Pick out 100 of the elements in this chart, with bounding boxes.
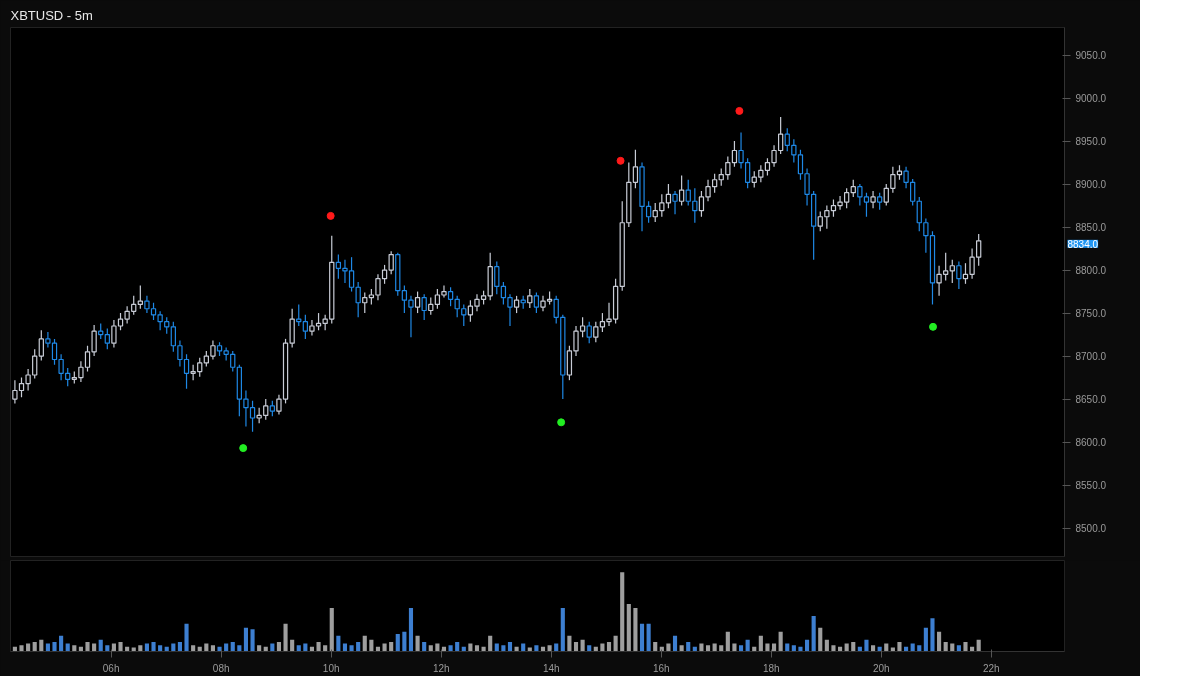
- bar: [402, 631, 407, 652]
- bar: [917, 645, 922, 652]
- bar: [620, 572, 625, 652]
- bar: [296, 645, 301, 652]
- bar: [679, 645, 684, 652]
- bar: [488, 635, 493, 652]
- bar: [639, 623, 645, 652]
- bar: [976, 639, 981, 652]
- bar: [362, 635, 367, 652]
- bar: [356, 642, 361, 652]
- bar: [705, 645, 711, 652]
- bar: [257, 645, 262, 652]
- bar: [686, 642, 691, 652]
- bar: [871, 645, 876, 652]
- bar: [606, 642, 612, 652]
- point: [616, 156, 625, 165]
- bar: [560, 607, 565, 652]
- bar: [448, 645, 453, 652]
- x-tick-label: 18h: [762, 662, 780, 674]
- bar: [824, 639, 829, 652]
- bar: [897, 642, 902, 652]
- bar: [534, 645, 539, 652]
- bar: [177, 642, 182, 652]
- y-tick-label: 9050.0: [1075, 50, 1107, 62]
- bar: [653, 642, 658, 652]
- bar: [316, 642, 321, 652]
- bar: [937, 631, 942, 652]
- bar: [276, 642, 282, 652]
- bar: [59, 635, 64, 652]
- x-tick-label: 06h: [102, 662, 120, 674]
- point: [929, 322, 938, 331]
- bar: [118, 642, 123, 652]
- bar: [98, 639, 103, 652]
- bar: [158, 645, 163, 652]
- bar: [943, 642, 948, 652]
- bar: [765, 643, 770, 652]
- bar: [738, 645, 744, 652]
- bar: [138, 645, 143, 652]
- bar: [395, 634, 400, 652]
- bar: [923, 627, 928, 652]
- bar: [811, 615, 816, 652]
- bar: [72, 645, 77, 652]
- point: [557, 418, 566, 427]
- bar: [930, 618, 935, 652]
- bar: [587, 645, 592, 652]
- bar: [329, 607, 334, 652]
- bar: [230, 642, 235, 652]
- bar: [323, 645, 328, 652]
- bar: [455, 642, 460, 652]
- bar: [831, 645, 836, 652]
- bar: [39, 639, 44, 652]
- bar: [474, 645, 480, 652]
- bar: [613, 635, 618, 652]
- bar: [573, 642, 579, 652]
- x-tick-label: 10h: [322, 662, 340, 674]
- x-tick-label: 20h: [872, 662, 890, 674]
- bar: [798, 646, 803, 652]
- bar: [791, 645, 796, 652]
- bar: [105, 645, 110, 652]
- bar: [422, 642, 427, 652]
- bar: [408, 607, 414, 652]
- x-tick-label: 22h: [982, 662, 1000, 674]
- bar: [778, 631, 783, 652]
- y-tick-label: 8550.0: [1075, 480, 1107, 492]
- point: [239, 444, 248, 453]
- x-tick-label: 16h: [652, 662, 670, 674]
- y-tick-label: 8850.0: [1075, 222, 1107, 234]
- bar: [369, 639, 374, 652]
- bar: [52, 642, 57, 652]
- bar: [758, 635, 763, 652]
- bar: [85, 642, 90, 652]
- point: [735, 106, 744, 115]
- bar: [633, 607, 638, 652]
- bar: [32, 642, 37, 652]
- y-tick-label: 9000.0: [1075, 93, 1107, 105]
- bar: [210, 645, 215, 652]
- x-tick-label: 12h: [432, 662, 450, 674]
- y-tick-label: 8650.0: [1075, 394, 1107, 406]
- y-tick-label: 8700.0: [1075, 351, 1107, 363]
- bar: [567, 635, 572, 652]
- bar: [501, 645, 506, 652]
- bar: [191, 645, 196, 652]
- bar: [428, 645, 433, 652]
- bar: [956, 645, 961, 652]
- bar: [184, 623, 189, 652]
- bar: [864, 639, 869, 652]
- bar: [283, 623, 288, 652]
- bar: [732, 643, 737, 652]
- y-tick-label: 8900.0: [1075, 179, 1107, 191]
- bar: [745, 639, 750, 652]
- bar: [290, 639, 295, 652]
- bar: [804, 639, 810, 652]
- text: 8834.0: [1067, 238, 1099, 250]
- bar: [217, 646, 222, 652]
- bar: [389, 642, 394, 652]
- bar: [415, 635, 420, 652]
- bar: [243, 627, 249, 652]
- bar: [349, 645, 354, 652]
- bar: [507, 642, 513, 652]
- bar: [19, 645, 24, 652]
